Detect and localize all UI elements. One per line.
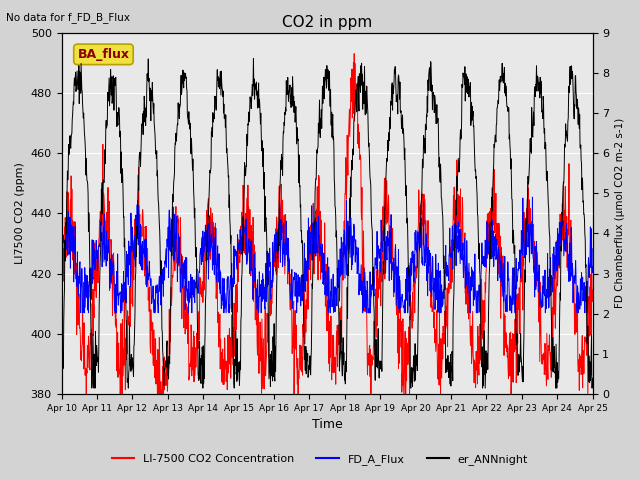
X-axis label: Time: Time	[312, 419, 342, 432]
Y-axis label: LI7500 CO2 (ppm): LI7500 CO2 (ppm)	[15, 162, 25, 264]
Y-axis label: FD Chamberflux (μmol CO2 m-2 s-1): FD Chamberflux (μmol CO2 m-2 s-1)	[615, 118, 625, 309]
Text: BA_flux: BA_flux	[77, 48, 129, 61]
Text: No data for f_FD_B_Flux: No data for f_FD_B_Flux	[6, 12, 131, 23]
Title: CO2 in ppm: CO2 in ppm	[282, 15, 372, 30]
Legend: LI-7500 CO2 Concentration, FD_A_Flux, er_ANNnight: LI-7500 CO2 Concentration, FD_A_Flux, er…	[108, 450, 532, 469]
